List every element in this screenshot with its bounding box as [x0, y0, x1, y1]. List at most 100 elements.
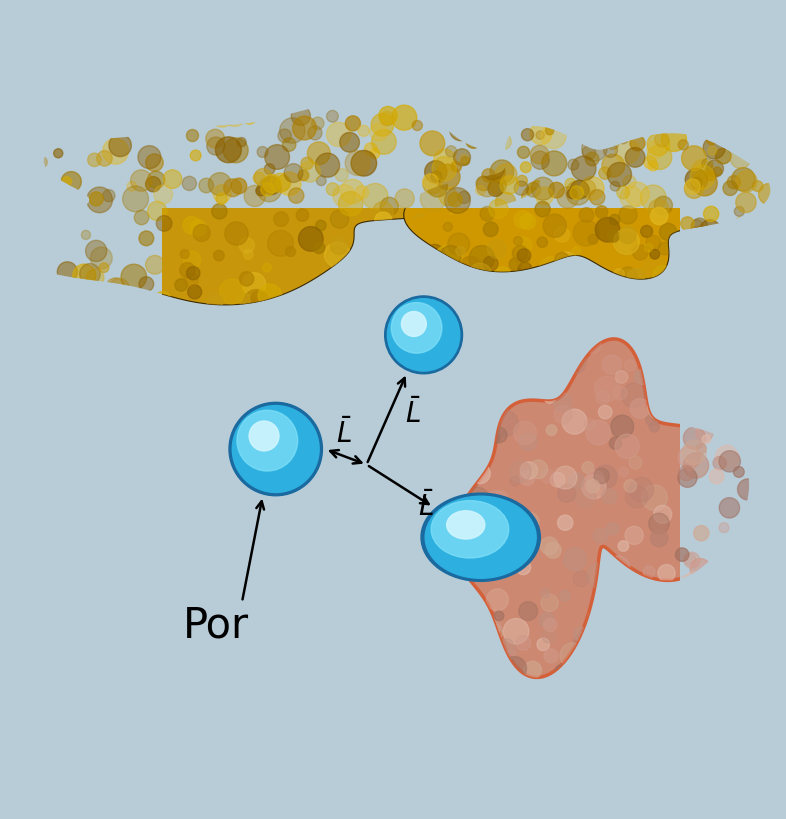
Circle shape — [489, 199, 508, 219]
Circle shape — [591, 128, 610, 147]
Circle shape — [207, 137, 225, 155]
Circle shape — [451, 161, 461, 172]
Circle shape — [154, 292, 171, 309]
Circle shape — [574, 663, 586, 675]
Circle shape — [594, 468, 609, 483]
Circle shape — [513, 237, 523, 246]
Circle shape — [730, 587, 752, 609]
Circle shape — [468, 263, 492, 287]
Circle shape — [727, 175, 740, 188]
Circle shape — [644, 642, 667, 665]
Circle shape — [79, 264, 101, 284]
Circle shape — [214, 251, 224, 261]
Circle shape — [340, 179, 365, 203]
Circle shape — [411, 215, 428, 231]
Circle shape — [549, 183, 564, 198]
Circle shape — [424, 161, 432, 170]
Circle shape — [691, 219, 703, 232]
Circle shape — [18, 154, 35, 171]
Circle shape — [308, 126, 322, 140]
Circle shape — [644, 156, 656, 169]
Circle shape — [715, 148, 731, 164]
Circle shape — [199, 179, 214, 192]
Circle shape — [491, 428, 507, 443]
Circle shape — [736, 170, 757, 192]
Circle shape — [468, 613, 488, 633]
Circle shape — [476, 186, 485, 195]
Circle shape — [529, 460, 548, 478]
Circle shape — [715, 633, 728, 646]
Circle shape — [380, 111, 395, 126]
Circle shape — [555, 664, 571, 680]
Circle shape — [512, 137, 523, 147]
Circle shape — [365, 278, 388, 302]
Circle shape — [421, 186, 446, 211]
Circle shape — [685, 169, 707, 191]
Circle shape — [461, 248, 483, 270]
Circle shape — [106, 278, 124, 296]
Circle shape — [330, 292, 349, 310]
Circle shape — [755, 209, 769, 224]
Circle shape — [703, 137, 725, 159]
Circle shape — [737, 542, 752, 558]
Circle shape — [553, 393, 572, 412]
Circle shape — [535, 201, 550, 217]
Circle shape — [719, 523, 729, 532]
Circle shape — [707, 134, 717, 145]
Circle shape — [707, 160, 723, 177]
Circle shape — [471, 247, 483, 258]
Circle shape — [582, 474, 606, 499]
Ellipse shape — [421, 493, 540, 581]
Circle shape — [509, 258, 522, 270]
Circle shape — [614, 229, 639, 255]
Circle shape — [431, 228, 443, 239]
Circle shape — [471, 652, 486, 667]
Circle shape — [736, 646, 760, 671]
Circle shape — [622, 589, 643, 611]
Circle shape — [674, 248, 692, 267]
Circle shape — [99, 263, 108, 273]
Circle shape — [595, 217, 620, 242]
Circle shape — [379, 290, 400, 311]
Circle shape — [544, 649, 558, 663]
Circle shape — [487, 495, 501, 509]
Circle shape — [615, 434, 639, 459]
Circle shape — [513, 422, 537, 445]
Circle shape — [35, 156, 47, 168]
Circle shape — [562, 410, 587, 434]
Circle shape — [719, 450, 740, 472]
Circle shape — [622, 661, 632, 672]
Circle shape — [682, 440, 707, 464]
Circle shape — [340, 133, 359, 152]
Circle shape — [456, 152, 482, 177]
Circle shape — [500, 175, 519, 194]
Circle shape — [719, 498, 740, 518]
Circle shape — [564, 548, 586, 571]
Circle shape — [387, 233, 405, 251]
Circle shape — [57, 97, 68, 109]
Circle shape — [517, 249, 531, 262]
Circle shape — [593, 528, 608, 543]
Circle shape — [583, 336, 601, 353]
Circle shape — [619, 267, 637, 286]
Circle shape — [32, 123, 41, 131]
Circle shape — [476, 175, 498, 197]
Circle shape — [446, 146, 457, 157]
Circle shape — [460, 256, 477, 274]
Circle shape — [484, 557, 493, 566]
Circle shape — [527, 181, 549, 201]
Circle shape — [684, 552, 700, 568]
Circle shape — [516, 247, 538, 269]
Circle shape — [585, 419, 596, 430]
Circle shape — [517, 147, 530, 158]
Circle shape — [480, 616, 501, 636]
Circle shape — [685, 227, 706, 248]
Circle shape — [190, 220, 207, 236]
Circle shape — [757, 259, 780, 283]
Circle shape — [647, 145, 672, 170]
Circle shape — [391, 105, 417, 130]
Text: $\bar{L}$: $\bar{L}$ — [405, 398, 421, 429]
Circle shape — [651, 529, 668, 547]
Circle shape — [545, 542, 561, 559]
Circle shape — [541, 537, 558, 554]
